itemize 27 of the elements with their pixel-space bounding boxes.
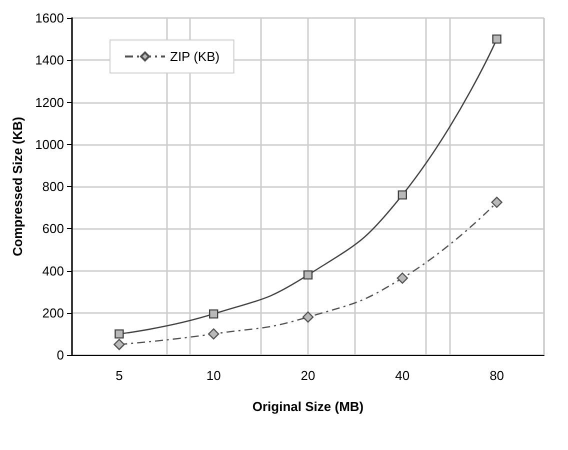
x-tick-label: 20 [300, 368, 316, 383]
point [208, 328, 220, 340]
y-tick-label: 0 [56, 348, 64, 362]
x-tick-label: 10 [206, 368, 221, 383]
point [114, 329, 124, 339]
x-axis-title: Original Size (MB) [252, 399, 364, 414]
y-tick-label: 400 [42, 263, 64, 278]
y-tick-label: 1600 [35, 10, 64, 26]
y-tick-label: 1000 [35, 136, 64, 152]
x-tick-label: 5 [116, 368, 123, 383]
y-tick-label: 600 [42, 221, 64, 236]
legend-label: ZIP (KB) [170, 49, 220, 64]
point [303, 270, 313, 280]
point [209, 309, 218, 319]
y-tick-label: 1200 [35, 94, 64, 110]
point [398, 190, 407, 200]
y-tick-label: 1400 [35, 52, 64, 68]
y-tick-label: 200 [42, 305, 64, 320]
point [396, 272, 408, 284]
y-tick-label: 800 [42, 179, 64, 194]
x-tick-label: 80 [490, 368, 504, 383]
point [491, 196, 502, 208]
x-tick-label: 40 [395, 368, 410, 383]
point [114, 338, 125, 350]
point [302, 311, 314, 323]
y-axis-title: Compressed Size (KB) [10, 116, 25, 256]
point [492, 34, 502, 44]
